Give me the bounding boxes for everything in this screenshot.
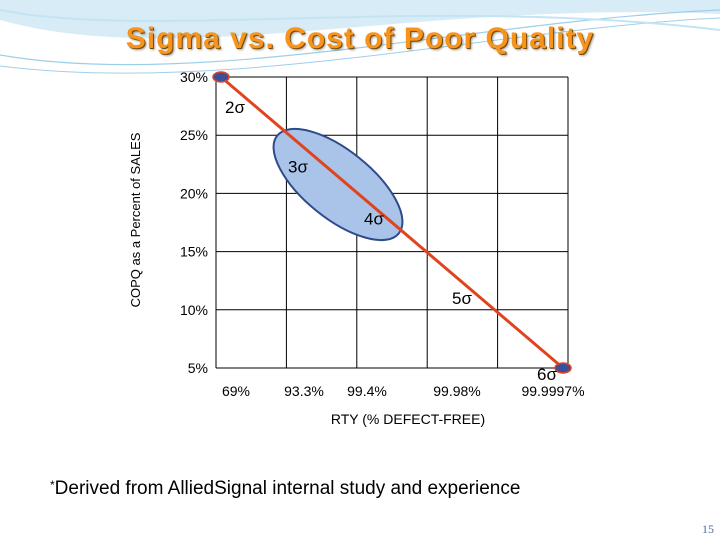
y-tick-label: 30% bbox=[180, 69, 208, 85]
trend-line bbox=[220, 75, 564, 370]
label-layer: 2σ 3σ 4σ 5σ 6σ bbox=[225, 98, 557, 384]
axis-layer: 30% 25% 20% 15% 10% 5% 69% 93.3% 99.4% 99.98% 99.9… bbox=[180, 69, 585, 399]
footnote: *Derived from AlliedSignal internal stud… bbox=[50, 478, 520, 500]
sigma-label: 2σ bbox=[225, 98, 245, 117]
highlight-ellipse bbox=[272, 127, 404, 242]
wave-band-c bbox=[0, 17, 720, 74]
x-tick-label: 99.4% bbox=[347, 383, 387, 399]
y-tick-label: 20% bbox=[180, 185, 208, 201]
x-tick-label: 69% bbox=[222, 383, 250, 399]
series-layer bbox=[212, 71, 572, 374]
x-tick-label: 93.3% bbox=[284, 383, 324, 399]
highlight-layer bbox=[272, 127, 404, 242]
wave-band-a bbox=[0, 0, 720, 39]
page-number: 15 bbox=[702, 522, 714, 536]
y-tick-label: 5% bbox=[188, 360, 208, 376]
y-tick-label: 25% bbox=[180, 127, 208, 143]
wave-band-d bbox=[0, 9, 720, 31]
sigma-label: 6σ bbox=[537, 365, 557, 384]
y-tick-label: 15% bbox=[180, 244, 208, 260]
slide-title: Sigma vs. Cost of Poor Quality bbox=[125, 22, 595, 55]
footnote-marker: * bbox=[50, 478, 55, 492]
sigma-label: 5σ bbox=[452, 289, 472, 308]
footnote-text: Derived from AlliedSignal internal study… bbox=[54, 478, 521, 499]
x-tick-label: 99.9997% bbox=[521, 383, 584, 399]
x-tick-label: 99.98% bbox=[433, 383, 480, 399]
endpoint-marker-start bbox=[212, 71, 230, 83]
y-axis-title: COPQ as a Percent of SALES bbox=[128, 132, 143, 307]
x-axis-title: RTY (% DEFECT-FREE) bbox=[331, 411, 485, 427]
sigma-label: 3σ bbox=[288, 157, 308, 176]
sigma-label: 4σ bbox=[364, 210, 384, 229]
grid-layer bbox=[215, 76, 569, 369]
endpoint-marker-end bbox=[554, 362, 572, 374]
wave-band-b bbox=[0, 9, 720, 66]
y-tick-label: 10% bbox=[180, 302, 208, 318]
